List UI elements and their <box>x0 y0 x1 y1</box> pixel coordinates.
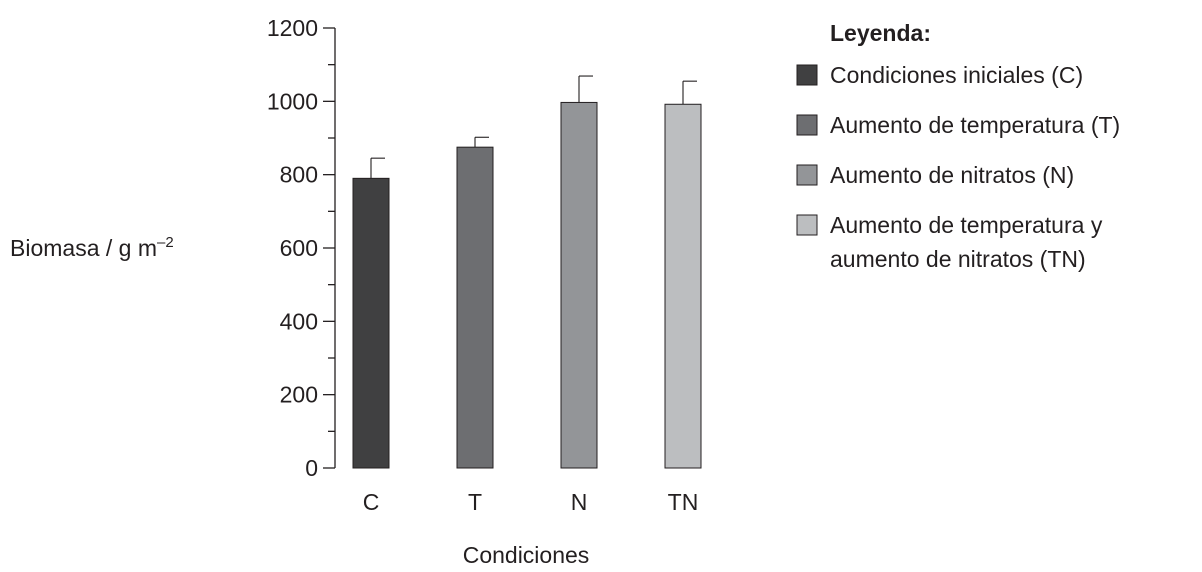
y-tick-label: 0 <box>305 455 318 481</box>
x-tick-labels-group: C T N TN <box>363 489 699 515</box>
legend-label-3: Aumento de nitratos (N) <box>830 162 1074 188</box>
legend: Leyenda: Condiciones iniciales (C) Aument… <box>796 20 1120 272</box>
y-tick-label: 800 <box>280 162 318 188</box>
x-axis-title: Condiciones <box>463 542 590 567</box>
bar-c <box>352 177 390 469</box>
legend-label-2: Aumento de temperatura (T) <box>830 112 1120 138</box>
y-tick-label: 1200 <box>267 15 318 41</box>
bar-t <box>456 146 494 469</box>
bar-n <box>560 101 598 469</box>
y-tick-label: 200 <box>280 382 318 408</box>
legend-swatch-2 <box>796 114 818 136</box>
y-axis-title-superscript: –2 <box>157 234 174 251</box>
legend-swatch-3 <box>796 164 818 186</box>
y-axis-group: 0 200 400 600 800 1000 1200 <box>267 15 336 481</box>
legend-swatch-4 <box>796 214 818 236</box>
bars-group <box>352 75 702 469</box>
x-tick-label-n: N <box>571 489 588 515</box>
legend-title: Leyenda: <box>830 20 931 46</box>
legend-label-1: Condiciones iniciales (C) <box>830 62 1083 88</box>
x-tick-label-c: C <box>363 489 380 515</box>
x-tick-label-tn: TN <box>668 489 699 515</box>
legend-swatch-1 <box>796 64 818 86</box>
legend-label-4: aumento de nitratos (TN) <box>830 246 1086 272</box>
bar-tn <box>664 103 702 469</box>
x-tick-label-t: T <box>468 489 482 515</box>
y-axis-title-text: Biomasa / g m <box>10 235 157 261</box>
y-tick-label: 1000 <box>267 88 318 114</box>
legend-label-4: Aumento de temperatura y <box>830 212 1103 238</box>
y-axis-title: Biomasa / g m–2 <box>10 234 174 261</box>
y-tick-label: 600 <box>280 235 318 261</box>
y-tick-label: 400 <box>280 308 318 334</box>
